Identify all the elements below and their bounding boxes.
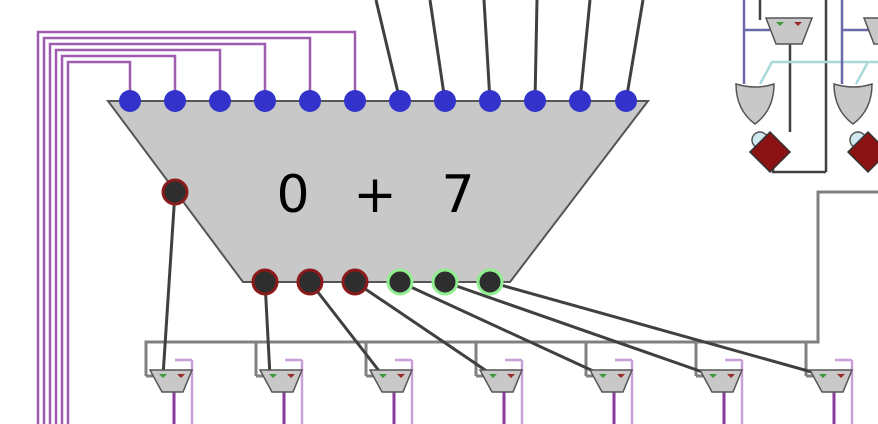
adder-body[interactable] <box>106 100 651 283</box>
bus-wire-6[interactable] <box>66 60 132 424</box>
signal-wire-out-4[interactable] <box>399 280 605 378</box>
bus-wire-5[interactable] <box>60 54 177 424</box>
output-signal-wires <box>161 191 827 378</box>
mux-1[interactable] <box>148 358 194 424</box>
mux-3[interactable] <box>368 358 414 424</box>
bus-wire-1[interactable] <box>36 30 357 424</box>
bus-wire-4[interactable] <box>54 48 222 424</box>
input-pin-12[interactable] <box>615 90 637 112</box>
input-pin-7[interactable] <box>389 90 411 112</box>
signal-wire-in-2[interactable] <box>428 0 447 102</box>
bottom-muxes <box>148 358 854 424</box>
signal-wire-carry[interactable] <box>161 191 177 377</box>
input-pins <box>119 90 637 112</box>
output-pin-5[interactable] <box>431 268 459 296</box>
output-pin-6[interactable] <box>476 268 504 296</box>
mux-7[interactable] <box>808 358 854 424</box>
mux-4[interactable] <box>478 358 524 424</box>
output-pin-3[interactable] <box>341 268 369 296</box>
signal-wire-in-5[interactable] <box>578 0 592 102</box>
carry-pin[interactable] <box>161 178 189 206</box>
mux-2[interactable] <box>258 358 304 424</box>
input-pin-5[interactable] <box>299 90 321 112</box>
signal-wire-out-5[interactable] <box>444 280 715 378</box>
output-pins <box>251 268 504 296</box>
input-pin-9[interactable] <box>479 90 501 112</box>
signal-wire-out-1[interactable] <box>263 281 272 377</box>
operator-label: + <box>353 165 397 225</box>
bus-wire-3[interactable] <box>48 42 267 424</box>
input-pin-6[interactable] <box>344 90 366 112</box>
top-right-circuit <box>735 0 878 174</box>
input-pin-4[interactable] <box>254 90 276 112</box>
output-pin-4[interactable] <box>386 268 414 296</box>
signal-wire-out-2[interactable] <box>308 281 385 377</box>
mux-top-right-1[interactable] <box>764 17 814 45</box>
mux-5[interactable] <box>588 358 634 424</box>
or-gate-2[interactable] <box>833 82 873 125</box>
input-pin-11[interactable] <box>569 90 591 112</box>
input-bus-wires <box>36 30 357 424</box>
output-pin-1[interactable] <box>251 268 279 296</box>
signal-wire-in-3[interactable] <box>482 0 492 102</box>
input-signal-wires <box>374 0 645 102</box>
operand-a-label: 0 <box>276 165 309 225</box>
output-pin-2[interactable] <box>296 268 324 296</box>
signal-wire-out-3[interactable] <box>354 280 495 378</box>
input-pin-10[interactable] <box>524 90 546 112</box>
grey-bus-main[interactable] <box>144 190 878 376</box>
signal-wire-in-1[interactable] <box>374 0 402 102</box>
operand-b-label: 7 <box>441 165 474 225</box>
register-2[interactable] <box>846 130 878 174</box>
input-pin-8[interactable] <box>434 90 456 112</box>
or-gate-1[interactable] <box>735 82 775 125</box>
bus-wire-2[interactable] <box>42 36 312 424</box>
signal-wire-in-6[interactable] <box>624 0 645 102</box>
input-pin-2[interactable] <box>164 90 186 112</box>
grey-wires <box>144 190 878 378</box>
mux-top-right-2[interactable] <box>862 17 878 45</box>
signal-wire-out-6[interactable] <box>489 280 827 378</box>
input-pin-1[interactable] <box>119 90 141 112</box>
mux-6[interactable] <box>698 358 744 424</box>
register-1[interactable] <box>748 130 792 174</box>
input-pin-3[interactable] <box>209 90 231 112</box>
signal-wire-in-4[interactable] <box>533 0 539 102</box>
